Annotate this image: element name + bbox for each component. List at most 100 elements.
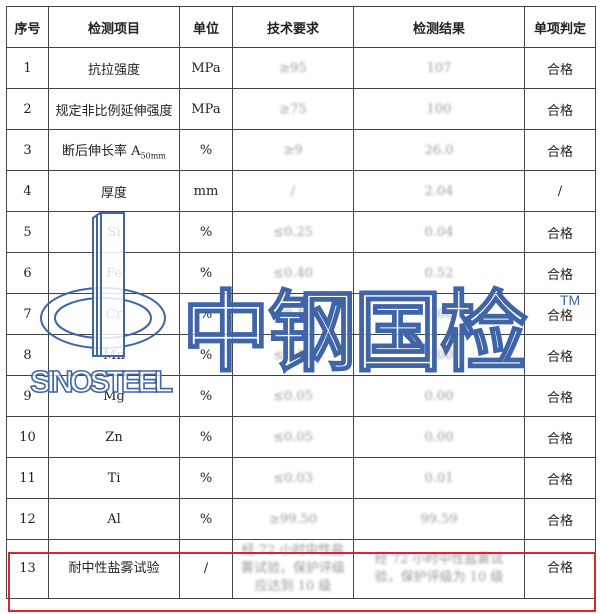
cell-requirement: ≤0.03: [232, 457, 354, 499]
cell-item-text: Si: [107, 224, 121, 240]
cell-requirement: ≥75: [232, 88, 354, 130]
cell-no-text: 5: [23, 224, 32, 240]
cell-result-text: 99.59: [420, 511, 458, 527]
cell-unit: %: [179, 252, 233, 294]
cell-verdict: /: [524, 170, 596, 212]
cell-no: 10: [6, 416, 49, 458]
cell-no-text: 12: [19, 511, 36, 527]
cell-verdict-text: 合格: [546, 390, 573, 406]
cell-requirement-text: 经 72 小时中性盐雾试验，保护评级应达到 10 级: [240, 543, 345, 594]
cell-unit: %: [179, 334, 233, 376]
cell-requirement: /: [232, 170, 354, 212]
cell-result-text: 26.0: [424, 142, 454, 158]
cell-no-text: 1: [23, 60, 32, 76]
cell-unit-text: %: [199, 347, 213, 363]
cell-requirement-text: ≥9: [283, 142, 303, 158]
cell-verdict-text: /: [557, 183, 563, 199]
cell-verdict: 合格: [524, 47, 596, 89]
cell-item-text: Cr: [105, 306, 123, 322]
cell-verdict-text: 合格: [546, 513, 573, 529]
cell-verdict: 合格: [524, 252, 596, 294]
cell-result: 0.00: [353, 375, 525, 417]
cell-result-text: 经 72 小时中性盐雾试验，保护评级为 10 级: [374, 552, 504, 585]
table-row: 3 断后伸长率 A50mm% ≥9 26.0 合格: [6, 129, 596, 171]
cell-requirement: ≤0.10: [232, 334, 354, 376]
cell-no: 3: [6, 129, 49, 171]
cell-item-text: Mg: [103, 388, 125, 404]
cell-no-text: 7: [23, 306, 32, 322]
cell-no-text: 10: [19, 429, 36, 445]
cell-requirement-text: /: [290, 183, 296, 199]
header-verdict: 单项判定: [524, 6, 596, 48]
cell-result-text: 107: [426, 60, 452, 76]
cell-requirement-text: ≤0.03: [273, 470, 313, 486]
cell-item-text: Fe: [105, 265, 122, 281]
cell-verdict: 合格: [524, 457, 596, 499]
cell-unit: %: [179, 457, 233, 499]
table-row: 1 抗拉强度 MPa ≥95 107 合格: [6, 47, 596, 89]
table-header-row: 序号 检测项目 单位 技术要求 检测结果 单项判定: [6, 6, 596, 48]
cell-unit: %: [179, 129, 233, 171]
cell-unit: MPa: [179, 47, 233, 89]
cell-no-text: 6: [23, 265, 32, 281]
cell-item-text: Al: [107, 511, 121, 527]
item-subscript: 50mm: [140, 151, 166, 161]
cell-no: 8: [6, 334, 49, 376]
cell-no: 9: [6, 375, 49, 417]
cell-unit-text: %: [199, 388, 213, 404]
cell-no-text: 11: [19, 470, 36, 486]
cell-result: 100: [353, 88, 525, 130]
cell-item: 厚度: [48, 170, 180, 212]
cell-requirement-text: ≤0.05: [273, 388, 313, 404]
cell-requirement: ≥9: [232, 129, 354, 171]
cell-requirement: ≥95: [232, 47, 354, 89]
cell-requirement: ≤0.25: [232, 211, 354, 253]
cell-result: 2.04: [353, 170, 525, 212]
cell-unit-text: %: [199, 224, 213, 240]
cell-unit: MPa: [179, 88, 233, 130]
cell-item: Zn: [48, 416, 180, 458]
cell-verdict-text: 合格: [546, 472, 573, 488]
cell-requirement: 经 72 小时中性盐雾试验，保护评级应达到 10 级: [232, 539, 354, 599]
cell-item: Si: [48, 211, 180, 253]
cell-result-text: 0.04: [424, 224, 454, 240]
cell-verdict-text: 合格: [546, 561, 573, 576]
cell-requirement: ≤0.05: [232, 416, 354, 458]
cell-requirement-text: ≤0.10: [273, 306, 313, 322]
cell-requirement-text: ≥99.50: [268, 511, 318, 527]
cell-no-text: 3: [23, 142, 32, 158]
cell-result-text: 0.01: [424, 470, 454, 486]
cell-result: 0.00: [353, 293, 525, 335]
cell-requirement-text: ≥75: [279, 101, 307, 117]
table-row: 6 Fe% ≤0.40 0.52 合格: [6, 252, 596, 294]
cell-item-text: Ti: [107, 470, 121, 486]
cell-verdict-text: 合格: [546, 144, 573, 160]
cell-result: 0.00: [353, 334, 525, 376]
cell-item-text: Mn: [103, 347, 125, 363]
cell-no: 6: [6, 252, 49, 294]
cell-no-text: 13: [19, 561, 36, 576]
test-results-table: 序号 检测项目 单位 技术要求 检测结果 单项判定 1 抗拉强度 MPa ≥95 107…: [6, 6, 596, 599]
cell-result-text: 0.00: [424, 429, 454, 445]
cell-verdict-text: 合格: [546, 226, 573, 242]
cell-no: 5: [6, 211, 49, 253]
header-no: 序号: [6, 6, 49, 48]
cell-no-text: 4: [23, 183, 32, 199]
cell-item-text: 规定非比例延伸强度: [55, 103, 173, 119]
cell-verdict-text: 合格: [546, 62, 573, 78]
cell-result: 经 72 小时中性盐雾试验，保护评级为 10 级: [353, 539, 525, 599]
cell-result: 0.00: [353, 416, 525, 458]
cell-item: Al: [48, 498, 180, 540]
cell-item: Cr: [48, 293, 180, 335]
table-row: 9 Mg% ≤0.05 0.00 合格: [6, 375, 596, 417]
cell-verdict: 合格: [524, 539, 596, 599]
cell-requirement: ≤0.10: [232, 293, 354, 335]
cell-no: 12: [6, 498, 49, 540]
header-result: 检测结果: [353, 6, 525, 48]
table-row: 2 规定非比例延伸强度 MPa ≥75 100 合格: [6, 88, 596, 130]
cell-unit-text: /: [203, 561, 209, 576]
cell-item: 抗拉强度: [48, 47, 180, 89]
cell-unit: %: [179, 211, 233, 253]
cell-verdict: 合格: [524, 334, 596, 376]
cell-item-text: 断后伸长率 A: [62, 143, 141, 159]
